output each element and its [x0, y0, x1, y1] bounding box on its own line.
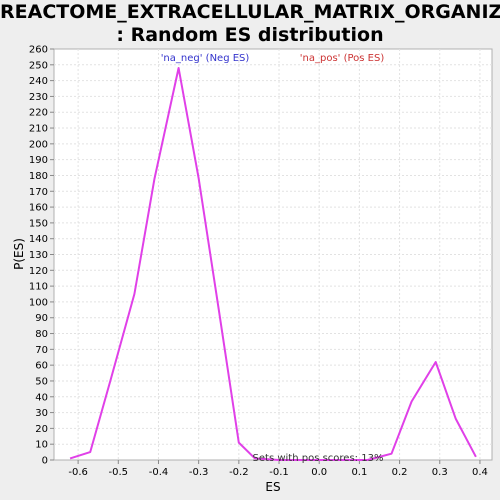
y-tick-label: 240	[29, 76, 48, 87]
x-tick-label: -0.4	[149, 467, 169, 478]
y-tick-label: 80	[35, 329, 48, 340]
x-tick-label: 0.2	[392, 467, 408, 478]
annotation-pos-scores: Sets with pos scores: 13%	[253, 453, 384, 464]
series-layer	[69, 67, 477, 461]
annotation-neg: 'na_neg' (Neg ES)	[161, 53, 250, 64]
y-tick-label: 10	[35, 440, 48, 451]
y-tick-label: 20	[35, 424, 48, 435]
y-tick-label: 120	[29, 266, 48, 277]
y-tick-label: 90	[35, 313, 48, 324]
grid-layer	[54, 49, 492, 460]
y-axis-label: P(ES)	[12, 238, 26, 270]
y-tick-label: 100	[29, 297, 48, 308]
y-tick-label: 140	[29, 234, 48, 245]
x-tick-label: 0.1	[351, 467, 367, 478]
chart-title: REACTOME_EXTRACELLULAR_MATRIX_ORGANIZATI…	[0, 1, 500, 47]
chart-title-line-2: : Random ES distribution	[116, 24, 384, 46]
y-tick-label: 30	[35, 408, 48, 419]
x-tick-label: -0.6	[68, 467, 88, 478]
y-tick-label: 150	[29, 218, 48, 229]
y-tick-label: 200	[29, 139, 48, 150]
y-tick-label: 110	[29, 282, 48, 293]
x-tick-label: 0.4	[472, 467, 488, 478]
y-tick-label: 230	[29, 92, 48, 103]
y-tick-label: 220	[29, 108, 48, 119]
y-tick-label: 250	[29, 60, 48, 71]
y-tick-label: 50	[35, 376, 48, 387]
annotation-pos: 'na_pos' (Pos ES)	[300, 53, 385, 64]
y-tick-label: 40	[35, 392, 48, 403]
y-tick-label: 180	[29, 171, 48, 182]
x-tick-label: -0.2	[229, 467, 249, 478]
x-tick-label: -0.5	[109, 467, 129, 478]
y-tick-label: 190	[29, 155, 48, 166]
y-tick-label: 260	[29, 45, 48, 56]
y-tick-label: 70	[35, 345, 48, 356]
x-tick-label: 0.3	[432, 467, 448, 478]
series-line	[69, 67, 477, 461]
axis-layer: 0 10 20 30 40 50 60 70 80 90 100 110 120 130 140 150 160…	[29, 45, 488, 479]
x-tick-label: 0.0	[311, 467, 327, 478]
y-tick-label: 60	[35, 361, 48, 372]
y-tick-label: 160	[29, 203, 48, 214]
y-tick-label: 210	[29, 124, 48, 135]
y-tick-label: 130	[29, 250, 48, 261]
x-tick-label: -0.3	[189, 467, 209, 478]
chart-title-line-1: REACTOME_EXTRACELLULAR_MATRIX_ORGANIZATI…	[0, 1, 500, 23]
x-axis-label: ES	[265, 480, 280, 494]
x-tick-label: -0.1	[269, 467, 289, 478]
y-tick-label: 170	[29, 187, 48, 198]
y-tick-label: 0	[42, 456, 48, 467]
